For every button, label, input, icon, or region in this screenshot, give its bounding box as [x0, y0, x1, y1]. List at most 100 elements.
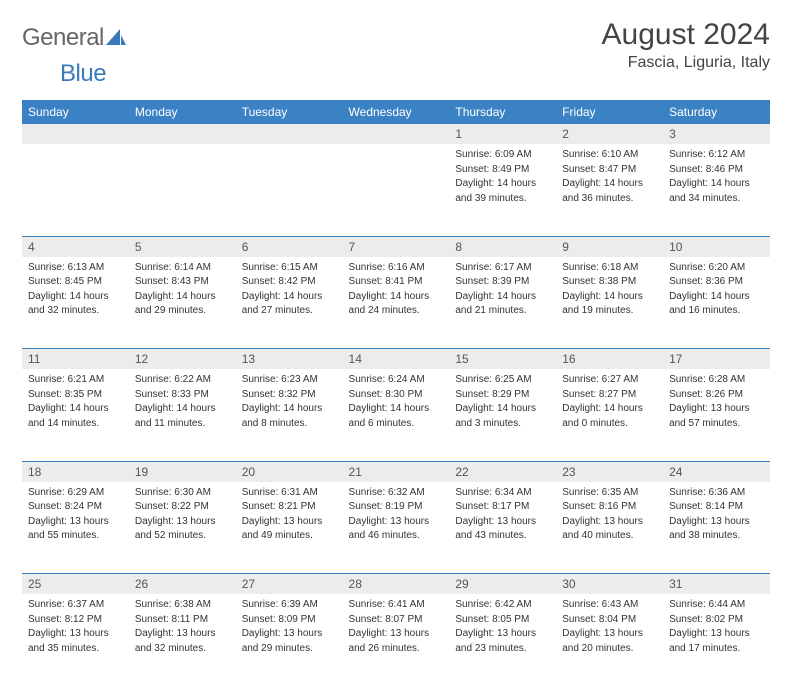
day-number-row: 11121314151617 [22, 349, 770, 370]
day-number-cell: 29 [449, 574, 556, 595]
day-cell: Sunrise: 6:12 AMSunset: 8:46 PMDaylight:… [663, 144, 770, 236]
sunrise-text: Sunrise: 6:20 AM [669, 261, 764, 275]
logo-text-blue: Blue [60, 60, 106, 87]
logo-text-gray: General [22, 24, 104, 51]
day-cell: Sunrise: 6:23 AMSunset: 8:32 PMDaylight:… [236, 369, 343, 461]
day-number-cell [129, 124, 236, 144]
daylight-text: Daylight: 13 hours [669, 402, 764, 416]
sunset-text: Sunset: 8:16 PM [562, 500, 657, 514]
day-cell-body: Sunrise: 6:24 AMSunset: 8:30 PMDaylight:… [343, 369, 450, 437]
daylight-text: and 23 minutes. [455, 642, 550, 656]
day-header: Wednesday [343, 100, 450, 124]
day-number-cell: 26 [129, 574, 236, 595]
day-header: Thursday [449, 100, 556, 124]
sunrise-text: Sunrise: 6:36 AM [669, 486, 764, 500]
day-number-cell: 4 [22, 236, 129, 257]
daylight-text: Daylight: 14 hours [562, 290, 657, 304]
day-number-cell [22, 124, 129, 144]
sunset-text: Sunset: 8:43 PM [135, 275, 230, 289]
day-number-cell: 11 [22, 349, 129, 370]
day-cell [343, 144, 450, 236]
day-number-cell: 17 [663, 349, 770, 370]
day-cell-body: Sunrise: 6:35 AMSunset: 8:16 PMDaylight:… [556, 482, 663, 550]
sunrise-text: Sunrise: 6:13 AM [28, 261, 123, 275]
sunset-text: Sunset: 8:42 PM [242, 275, 337, 289]
day-cell: Sunrise: 6:39 AMSunset: 8:09 PMDaylight:… [236, 594, 343, 686]
day-cell: Sunrise: 6:27 AMSunset: 8:27 PMDaylight:… [556, 369, 663, 461]
sunset-text: Sunset: 8:26 PM [669, 388, 764, 402]
sunrise-text: Sunrise: 6:09 AM [455, 148, 550, 162]
daylight-text: and 17 minutes. [669, 642, 764, 656]
day-cell-body: Sunrise: 6:25 AMSunset: 8:29 PMDaylight:… [449, 369, 556, 437]
sunset-text: Sunset: 8:39 PM [455, 275, 550, 289]
day-header: Monday [129, 100, 236, 124]
daylight-text: and 8 minutes. [242, 417, 337, 431]
sunrise-text: Sunrise: 6:21 AM [28, 373, 123, 387]
day-cell-body: Sunrise: 6:42 AMSunset: 8:05 PMDaylight:… [449, 594, 556, 662]
sunset-text: Sunset: 8:21 PM [242, 500, 337, 514]
daylight-text: and 11 minutes. [135, 417, 230, 431]
sunrise-text: Sunrise: 6:17 AM [455, 261, 550, 275]
day-number-row: 123 [22, 124, 770, 144]
sunset-text: Sunset: 8:05 PM [455, 613, 550, 627]
day-number-cell: 23 [556, 461, 663, 482]
day-cell-body: Sunrise: 6:22 AMSunset: 8:33 PMDaylight:… [129, 369, 236, 437]
daylight-text: Daylight: 13 hours [28, 515, 123, 529]
daylight-text: and 29 minutes. [135, 304, 230, 318]
day-number-row: 18192021222324 [22, 461, 770, 482]
day-cell: Sunrise: 6:34 AMSunset: 8:17 PMDaylight:… [449, 482, 556, 574]
daylight-text: and 35 minutes. [28, 642, 123, 656]
daylight-text: Daylight: 13 hours [242, 515, 337, 529]
day-cell-body: Sunrise: 6:29 AMSunset: 8:24 PMDaylight:… [22, 482, 129, 550]
daylight-text: Daylight: 13 hours [349, 515, 444, 529]
sunset-text: Sunset: 8:14 PM [669, 500, 764, 514]
sunset-text: Sunset: 8:19 PM [349, 500, 444, 514]
header: General Blue August 2024 Fascia, Liguria,… [22, 18, 770, 88]
daylight-text: Daylight: 14 hours [28, 290, 123, 304]
day-body-row: Sunrise: 6:21 AMSunset: 8:35 PMDaylight:… [22, 369, 770, 461]
day-cell-body: Sunrise: 6:15 AMSunset: 8:42 PMDaylight:… [236, 257, 343, 325]
day-cell: Sunrise: 6:36 AMSunset: 8:14 PMDaylight:… [663, 482, 770, 574]
sunrise-text: Sunrise: 6:27 AM [562, 373, 657, 387]
daylight-text: and 36 minutes. [562, 192, 657, 206]
daylight-text: Daylight: 14 hours [562, 402, 657, 416]
day-cell: Sunrise: 6:42 AMSunset: 8:05 PMDaylight:… [449, 594, 556, 686]
daylight-text: and 19 minutes. [562, 304, 657, 318]
calendar-table: Sunday Monday Tuesday Wednesday Thursday… [22, 100, 770, 686]
sunrise-text: Sunrise: 6:43 AM [562, 598, 657, 612]
sunset-text: Sunset: 8:22 PM [135, 500, 230, 514]
day-cell: Sunrise: 6:31 AMSunset: 8:21 PMDaylight:… [236, 482, 343, 574]
day-number-cell: 27 [236, 574, 343, 595]
day-cell: Sunrise: 6:29 AMSunset: 8:24 PMDaylight:… [22, 482, 129, 574]
daylight-text: and 32 minutes. [135, 642, 230, 656]
daylight-text: Daylight: 13 hours [135, 515, 230, 529]
day-cell: Sunrise: 6:32 AMSunset: 8:19 PMDaylight:… [343, 482, 450, 574]
day-number-cell: 30 [556, 574, 663, 595]
title-block: August 2024 Fascia, Liguria, Italy [602, 18, 770, 72]
sunset-text: Sunset: 8:47 PM [562, 163, 657, 177]
daylight-text: and 38 minutes. [669, 529, 764, 543]
day-cell: Sunrise: 6:25 AMSunset: 8:29 PMDaylight:… [449, 369, 556, 461]
sunrise-text: Sunrise: 6:28 AM [669, 373, 764, 387]
location: Fascia, Liguria, Italy [602, 54, 770, 72]
day-cell-body: Sunrise: 6:31 AMSunset: 8:21 PMDaylight:… [236, 482, 343, 550]
daylight-text: and 3 minutes. [455, 417, 550, 431]
day-number-cell: 6 [236, 236, 343, 257]
sunrise-text: Sunrise: 6:12 AM [669, 148, 764, 162]
daylight-text: Daylight: 13 hours [349, 627, 444, 641]
day-cell: Sunrise: 6:44 AMSunset: 8:02 PMDaylight:… [663, 594, 770, 686]
daylight-text: Daylight: 14 hours [455, 402, 550, 416]
daylight-text: and 34 minutes. [669, 192, 764, 206]
page-title: August 2024 [602, 18, 770, 52]
day-cell-body: Sunrise: 6:32 AMSunset: 8:19 PMDaylight:… [343, 482, 450, 550]
daylight-text: and 0 minutes. [562, 417, 657, 431]
day-number-cell: 24 [663, 461, 770, 482]
day-cell-body: Sunrise: 6:43 AMSunset: 8:04 PMDaylight:… [556, 594, 663, 662]
day-number-cell: 3 [663, 124, 770, 144]
day-number-row: 45678910 [22, 236, 770, 257]
daylight-text: Daylight: 13 hours [562, 515, 657, 529]
sunset-text: Sunset: 8:49 PM [455, 163, 550, 177]
day-cell-body: Sunrise: 6:23 AMSunset: 8:32 PMDaylight:… [236, 369, 343, 437]
logo-sail-icon [106, 24, 126, 52]
daylight-text: Daylight: 14 hours [562, 177, 657, 191]
